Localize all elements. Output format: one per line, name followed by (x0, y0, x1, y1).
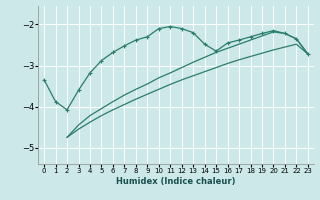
X-axis label: Humidex (Indice chaleur): Humidex (Indice chaleur) (116, 177, 236, 186)
